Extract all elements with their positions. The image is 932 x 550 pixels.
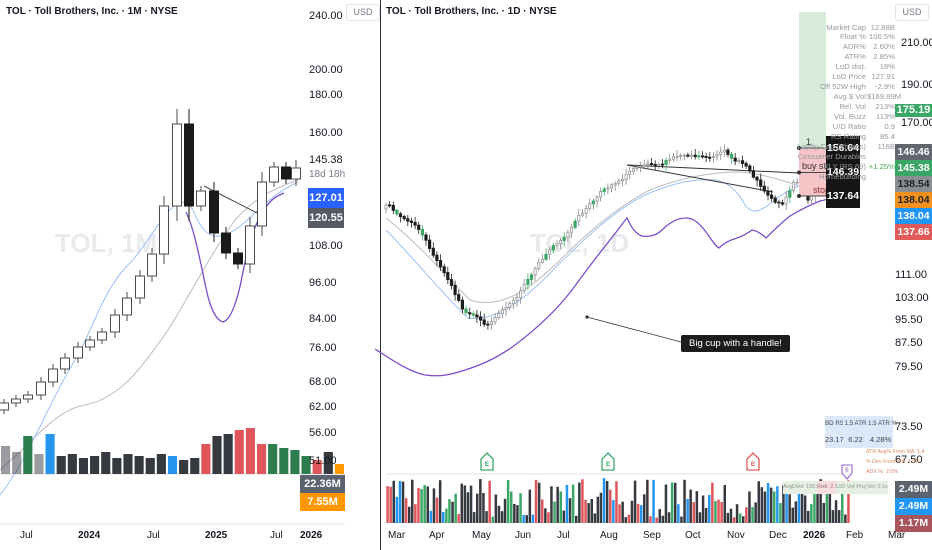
svg-text:E: E [606, 461, 611, 468]
svg-text:E: E [751, 461, 756, 468]
svg-text:E: E [485, 461, 490, 468]
